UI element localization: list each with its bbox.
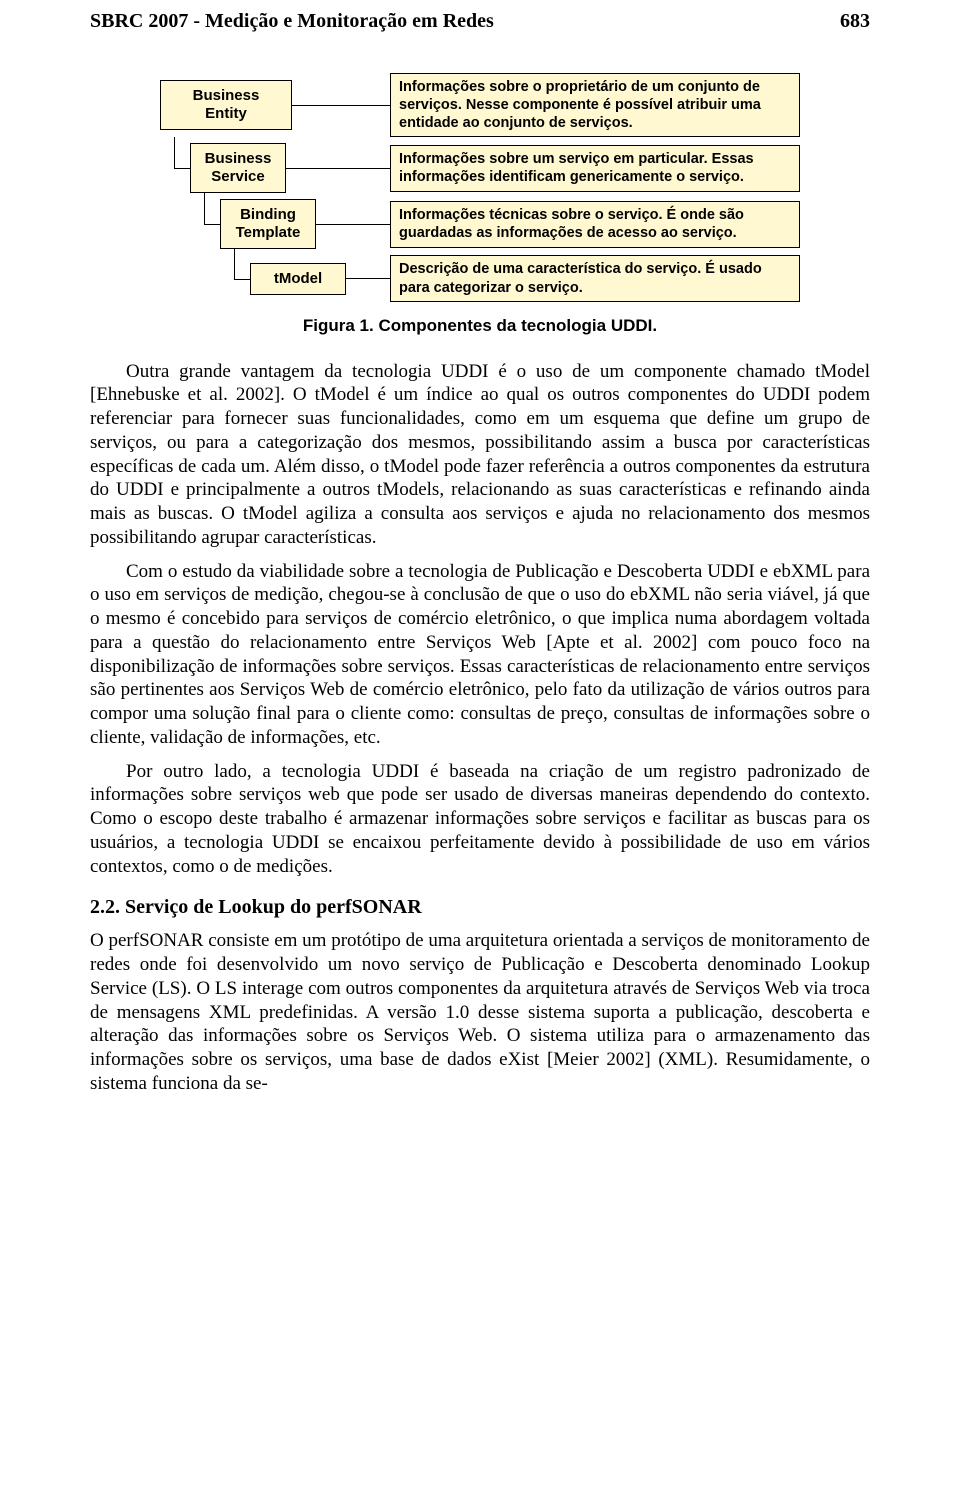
- diagram-row: tModel Descrição de uma característica do…: [160, 255, 800, 301]
- section-number: 2.2.: [90, 896, 120, 918]
- diagram-connector: [286, 168, 390, 169]
- diagram-right-box: Descrição de uma característica do servi…: [390, 255, 800, 301]
- uddi-diagram: Business Entity Informações sobre o propr…: [160, 73, 800, 302]
- body-text: Outra grande vantagem da tecnologia UDDI…: [90, 360, 870, 879]
- diagram-right-box: Informações sobre um serviço em particul…: [390, 145, 800, 191]
- diagram-connector: [292, 105, 390, 106]
- diagram-row: Business Service Informações sobre um ser…: [160, 143, 800, 193]
- diagram-left-box: tModel: [250, 263, 346, 295]
- section-heading: 2.2. Serviço de Lookup do perfSONAR: [90, 896, 870, 919]
- diagram-connector: [316, 224, 390, 225]
- diagram-left-box: Binding Template: [220, 199, 316, 249]
- diagram-left-box: Business Entity: [160, 80, 292, 130]
- section-title: Serviço de Lookup do perfSONAR: [125, 896, 422, 918]
- diagram-right-box: Informações sobre o proprietário de um c…: [390, 73, 800, 137]
- diagram-row: Business Entity Informações sobre o propr…: [160, 73, 800, 137]
- page-number: 683: [840, 10, 870, 33]
- paragraph-1: Outra grande vantagem da tecnologia UDDI…: [90, 360, 870, 550]
- section-body: O perfSONAR consiste em um protótipo de …: [90, 929, 870, 1095]
- diagram-right-box: Informações técnicas sobre o serviço. É …: [390, 201, 800, 247]
- page-header: SBRC 2007 - Medição e Monitoração em Red…: [90, 10, 870, 33]
- diagram-connector: [346, 278, 390, 279]
- diagram-row: Binding Template Informações técnicas sob…: [160, 199, 800, 249]
- header-title: SBRC 2007 - Medição e Monitoração em Red…: [90, 10, 494, 33]
- section-paragraph: O perfSONAR consiste em um protótipo de …: [90, 929, 870, 1095]
- paragraph-2: Com o estudo da viabilidade sobre a tecn…: [90, 560, 870, 750]
- paragraph-3: Por outro lado, a tecnologia UDDI é base…: [90, 760, 870, 879]
- figure-caption: Figura 1. Componentes da tecnologia UDDI…: [90, 316, 870, 336]
- diagram-left-box: Business Service: [190, 143, 286, 193]
